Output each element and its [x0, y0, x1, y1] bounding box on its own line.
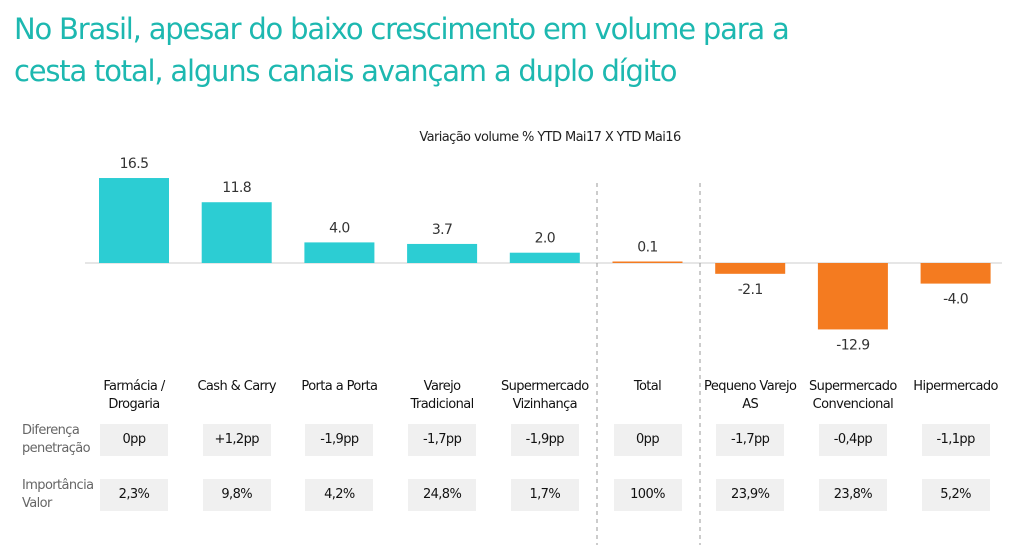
bar — [201, 202, 272, 263]
row-label: Diferença penetração — [22, 423, 91, 456]
row-cell: -0,4pp — [818, 424, 887, 456]
title: No Brasil, apesar do baixo crescimento e… — [14, 12, 790, 88]
row-cell: 4,2% — [305, 479, 374, 511]
row-cell: 0pp — [613, 424, 682, 456]
value-label: -12.9 — [836, 337, 869, 353]
value-label: 3.7 — [432, 222, 452, 238]
row-cell: -1,7pp — [408, 424, 477, 456]
bar — [304, 242, 375, 263]
bar — [920, 263, 991, 284]
category-label: Supermercado Convencional — [809, 379, 897, 412]
row-cell: 0pp — [100, 424, 168, 456]
bar — [817, 263, 888, 330]
row-cell: -1,7pp — [716, 424, 785, 456]
category-label: Hipermercado — [913, 379, 998, 394]
row-cell: -1,9pp — [510, 424, 579, 456]
row-cell: +1,2pp — [202, 424, 271, 456]
row-cell: 2,3% — [100, 479, 168, 511]
row-cell: 23,9% — [716, 479, 785, 511]
row-cell: 9,8% — [202, 479, 271, 511]
category-label: Supermercado Vizinhança — [500, 379, 589, 412]
row-label: Importância Valor — [22, 478, 94, 511]
row-cell: 5,2% — [921, 479, 990, 511]
bar — [509, 252, 580, 263]
value-label: 0.1 — [637, 240, 657, 256]
row-cell: 100% — [613, 479, 682, 511]
category-label: Porta a Porta — [301, 379, 378, 394]
value-label: 16.5 — [120, 156, 149, 172]
bar — [407, 243, 478, 263]
row-cell: 24,8% — [408, 479, 477, 511]
category-label: Farmácia / Drogaria — [103, 379, 165, 412]
row-cell: 23,8% — [818, 479, 887, 511]
bar — [612, 261, 683, 263]
category-label: Total — [633, 379, 662, 394]
value-label: -2.1 — [738, 282, 763, 298]
value-label: 2.0 — [535, 231, 555, 247]
bar — [715, 263, 786, 274]
value-label: 11.8 — [222, 180, 251, 196]
category-label: Cash & Carry — [197, 379, 276, 394]
row-cell: 1,7% — [510, 479, 579, 511]
value-label: -4.0 — [943, 292, 968, 308]
value-label: 4.0 — [329, 220, 349, 236]
bar — [99, 178, 169, 263]
subtitle: Variação volume % YTD Mai17 X YTD Mai16 — [419, 130, 681, 145]
row-cell: -1,1pp — [921, 424, 990, 456]
category-label: Varejo Tradicional — [410, 379, 475, 412]
row-cell: -1,9pp — [305, 424, 374, 456]
category-label: Pequeno Varejo AS — [704, 379, 797, 412]
